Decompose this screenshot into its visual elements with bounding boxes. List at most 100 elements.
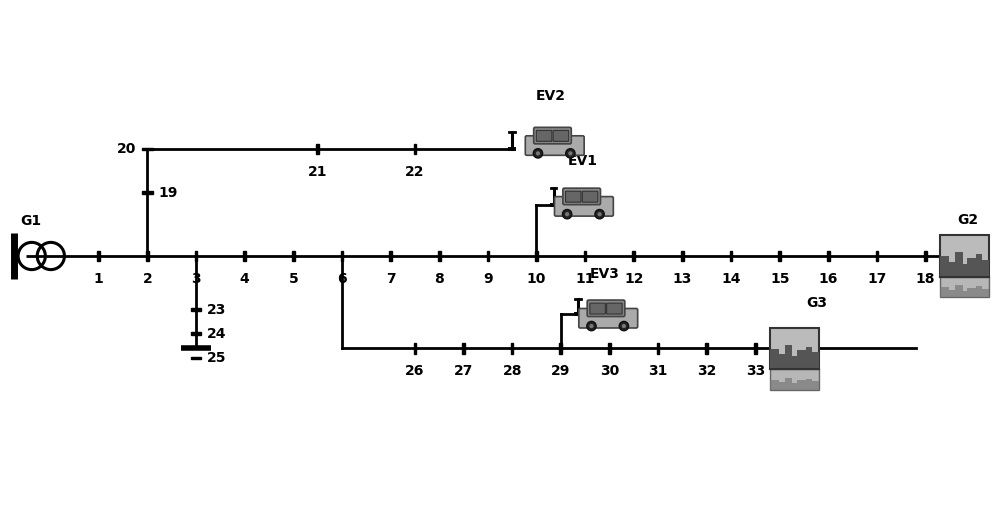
Text: 3: 3 (191, 271, 201, 286)
Text: 32: 32 (697, 364, 716, 378)
Bar (632, 251, 635, 261)
Bar (963, 291, 967, 297)
Text: 9: 9 (483, 271, 493, 286)
Bar (191, 308, 201, 311)
Text: 25: 25 (207, 351, 226, 365)
Text: 23: 23 (207, 303, 226, 316)
Circle shape (597, 212, 602, 216)
Text: 15: 15 (770, 271, 789, 286)
Bar (535, 251, 538, 261)
Bar (389, 251, 392, 261)
Bar (876, 251, 878, 261)
Text: G2: G2 (957, 213, 978, 227)
Bar (511, 343, 513, 354)
Bar (779, 354, 785, 369)
Bar (806, 378, 812, 390)
Bar (414, 343, 416, 354)
Bar (191, 332, 201, 335)
Text: 17: 17 (867, 271, 887, 286)
Circle shape (568, 151, 573, 156)
Bar (779, 382, 785, 390)
Bar (487, 251, 489, 261)
Circle shape (565, 212, 569, 216)
FancyBboxPatch shape (587, 300, 625, 316)
Bar (940, 287, 949, 297)
Bar (608, 343, 611, 354)
Circle shape (562, 209, 572, 219)
Text: 29: 29 (551, 364, 570, 378)
Circle shape (536, 151, 540, 156)
Text: 28: 28 (502, 364, 522, 378)
Bar (806, 347, 812, 369)
FancyBboxPatch shape (563, 188, 600, 205)
Bar (462, 343, 465, 354)
Text: 30: 30 (600, 364, 619, 378)
Text: 16: 16 (819, 271, 838, 286)
Bar (770, 369, 819, 390)
Text: 5: 5 (288, 271, 298, 286)
Text: 26: 26 (405, 364, 425, 378)
FancyBboxPatch shape (534, 127, 571, 144)
Bar (770, 379, 779, 390)
Bar (976, 286, 982, 297)
Bar (97, 251, 100, 261)
FancyBboxPatch shape (579, 309, 638, 328)
Bar (924, 251, 927, 261)
Circle shape (533, 148, 543, 158)
Circle shape (619, 322, 629, 331)
FancyBboxPatch shape (566, 191, 581, 202)
Text: G3: G3 (806, 295, 827, 310)
Text: 33: 33 (746, 364, 765, 378)
Bar (955, 252, 963, 276)
Circle shape (589, 324, 594, 328)
Bar (785, 345, 792, 369)
Text: 11: 11 (575, 271, 595, 286)
FancyBboxPatch shape (582, 191, 598, 202)
Bar (792, 383, 797, 390)
Text: 13: 13 (673, 271, 692, 286)
Text: 22: 22 (405, 164, 425, 179)
Text: 21: 21 (308, 164, 327, 179)
Bar (191, 357, 201, 359)
Bar (770, 328, 819, 369)
Bar (949, 290, 955, 297)
Bar (195, 251, 197, 261)
Text: 31: 31 (648, 364, 668, 378)
Bar (967, 258, 976, 276)
Bar (949, 262, 955, 276)
Circle shape (622, 324, 626, 328)
Bar (982, 289, 989, 297)
Bar (792, 356, 797, 369)
FancyBboxPatch shape (554, 197, 613, 216)
Bar (584, 251, 586, 261)
Bar (785, 378, 792, 390)
Text: 19: 19 (158, 186, 177, 200)
Bar (797, 380, 806, 390)
Circle shape (587, 322, 596, 331)
Text: 12: 12 (624, 271, 644, 286)
Bar (940, 256, 949, 276)
Text: EV3: EV3 (590, 267, 620, 281)
Bar (963, 264, 967, 276)
Text: G1: G1 (20, 214, 41, 228)
Bar (341, 251, 343, 261)
FancyBboxPatch shape (607, 303, 622, 314)
Text: 18: 18 (916, 271, 935, 286)
Text: 7: 7 (386, 271, 395, 286)
Bar (316, 144, 319, 154)
Bar (797, 351, 806, 369)
Text: 10: 10 (527, 271, 546, 286)
Text: 14: 14 (721, 271, 741, 286)
Text: EV2: EV2 (536, 89, 566, 103)
FancyBboxPatch shape (536, 131, 552, 141)
Text: 27: 27 (454, 364, 473, 378)
Bar (770, 349, 779, 369)
Bar (142, 147, 153, 151)
Bar (967, 288, 976, 297)
Bar (812, 352, 819, 369)
Text: 6: 6 (337, 271, 347, 286)
FancyBboxPatch shape (525, 136, 584, 155)
Bar (414, 144, 416, 154)
Bar (705, 343, 708, 354)
Text: 4: 4 (240, 271, 249, 286)
